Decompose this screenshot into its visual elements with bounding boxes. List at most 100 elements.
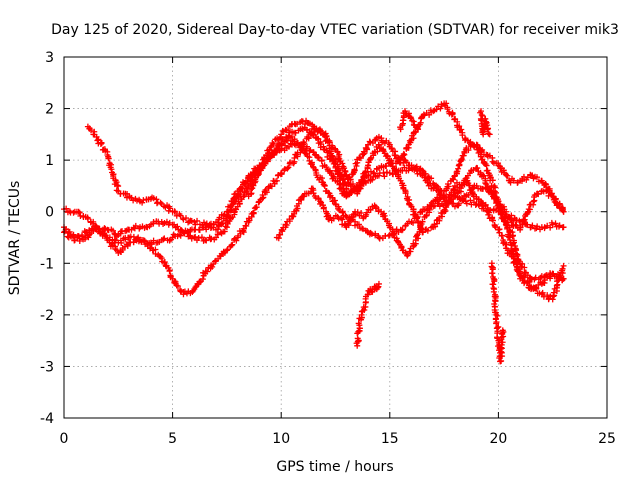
data-point [412,164,419,171]
data-point [534,223,541,230]
data-point [413,232,420,239]
data-point [278,170,285,177]
data-point [401,151,408,158]
data-point [401,164,408,171]
data-point [380,148,387,155]
data-point [76,209,83,216]
data-point [505,233,512,240]
y-tick-label: -1 [40,256,54,272]
data-point [393,166,400,173]
data-point [354,182,361,189]
data-point [328,144,335,151]
data-point [278,131,285,138]
data-point [263,189,270,196]
data-points [61,100,567,365]
data-point [381,212,388,219]
data-point [97,140,104,147]
data-point [403,159,410,166]
data-point [300,139,307,146]
data-point [204,268,211,275]
data-point [305,135,312,142]
data-point [341,165,348,172]
data-point [428,175,435,182]
data-point [323,132,330,139]
data-point [318,157,325,164]
data-point [214,231,221,238]
data-point [540,293,547,300]
data-point [512,221,519,228]
data-point [316,126,323,133]
data-point [223,247,230,254]
data-point [458,126,465,133]
data-point [291,154,298,161]
data-point [467,141,474,148]
data-point [407,139,414,146]
data-point [236,186,243,193]
data-point [345,180,352,187]
data-point [269,139,276,146]
data-point [301,140,308,147]
data-point [489,189,496,196]
data-point [510,232,517,239]
data-point [510,177,517,184]
data-point [184,229,191,236]
data-point [276,142,283,149]
data-point [452,193,459,200]
plot-frame [63,56,608,419]
data-point [422,170,429,177]
data-point [402,108,409,115]
data-point [101,225,108,232]
data-point [233,237,240,244]
data-point [499,339,506,346]
data-point [284,165,291,172]
data-point [110,227,117,234]
data-point [355,328,362,335]
data-point [372,230,379,237]
data-point [259,160,266,167]
data-point [533,174,540,181]
data-point [221,228,228,235]
data-point [484,206,491,213]
data-point [553,273,560,280]
data-point [203,237,210,244]
data-point [171,221,178,228]
data-point [484,167,491,174]
data-point [241,181,248,188]
data-point [519,221,526,228]
data-point [61,228,68,235]
data-point [237,185,244,192]
data-point [285,164,292,171]
data-point [150,195,157,202]
data-point [488,270,495,277]
grid [64,57,607,418]
data-point [208,235,215,242]
data-point [498,233,505,240]
data-point [358,225,365,232]
data-point [458,156,465,163]
y-tick-label: 0 [45,205,54,221]
data-point [335,166,342,173]
data-point [230,196,237,203]
data-point [281,167,288,174]
data-point [140,237,147,244]
data-point [524,279,531,286]
data-point [234,193,241,200]
data-point [85,234,92,241]
data-point [466,182,473,189]
data-point [79,232,86,239]
data-point [550,289,557,296]
data-point [354,209,361,216]
data-point [434,183,441,190]
data-point [363,145,370,152]
data-point [478,147,485,154]
data-point [194,217,201,224]
data-point [556,222,563,229]
x-tick-label: 5 [168,431,177,447]
data-point [342,168,349,175]
data-point [172,209,179,216]
data-point [488,263,495,270]
y-tick-label: -3 [40,359,54,375]
data-point [371,170,378,177]
x-tick-label: 20 [489,431,507,447]
data-point [279,228,286,235]
